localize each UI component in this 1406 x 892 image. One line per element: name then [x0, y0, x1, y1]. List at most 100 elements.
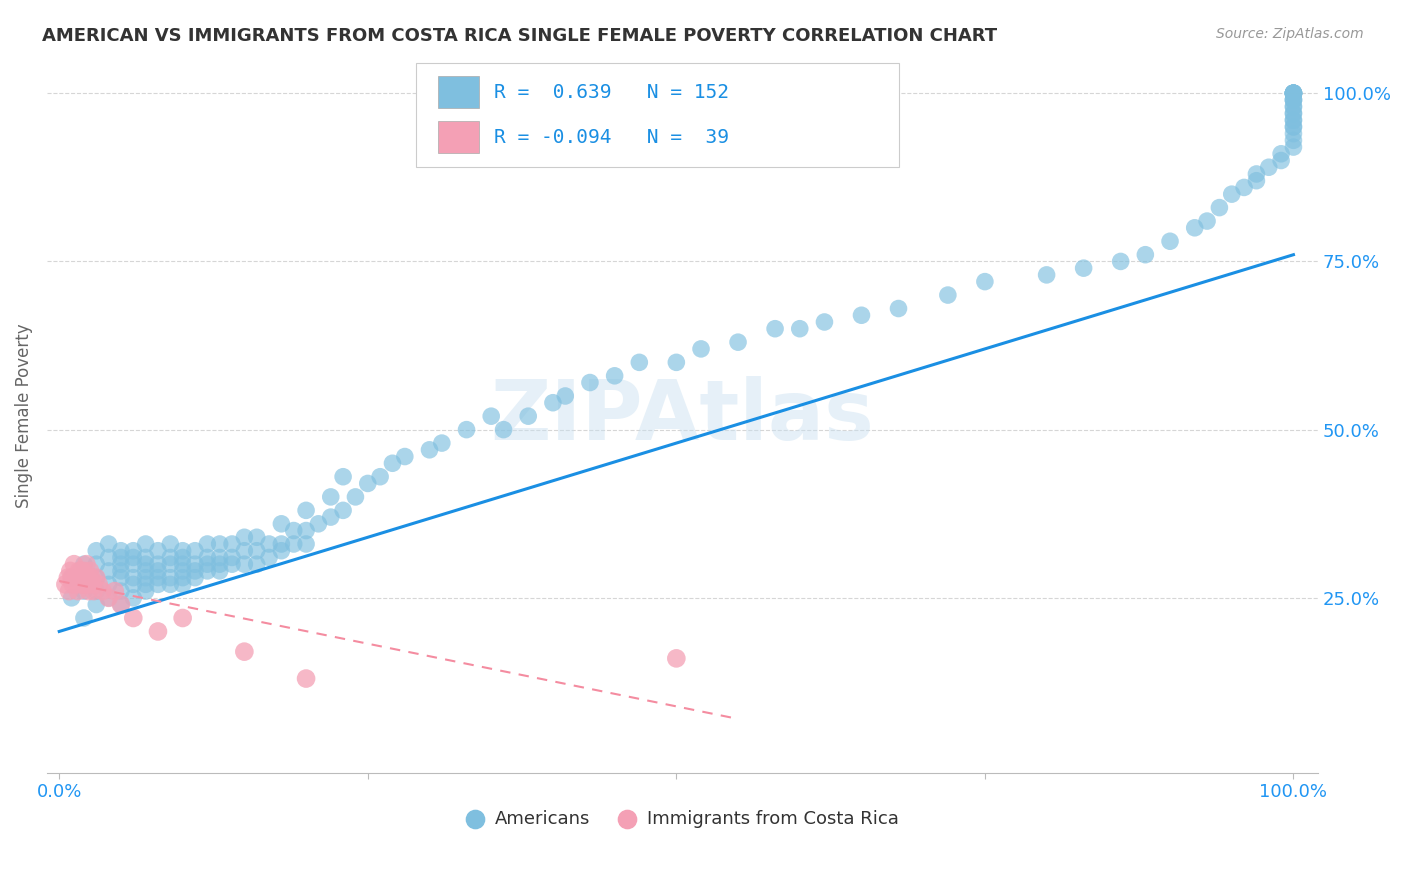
Point	[110, 550, 132, 565]
Point	[184, 543, 207, 558]
Point	[517, 409, 540, 424]
Point	[973, 275, 995, 289]
Point	[84, 543, 107, 558]
Point	[59, 564, 82, 578]
Point	[97, 550, 120, 565]
Point	[110, 564, 132, 578]
FancyBboxPatch shape	[439, 121, 479, 153]
Point	[172, 550, 194, 565]
Point	[91, 584, 114, 599]
Point	[208, 557, 231, 571]
Point	[1282, 100, 1305, 114]
Point	[146, 571, 169, 585]
Point	[332, 469, 354, 483]
Point	[122, 591, 145, 605]
Point	[184, 564, 207, 578]
Point	[1220, 187, 1243, 202]
Point	[146, 564, 169, 578]
Point	[172, 557, 194, 571]
Point	[789, 322, 811, 336]
Point	[1270, 153, 1292, 168]
Point	[159, 550, 181, 565]
Point	[135, 564, 157, 578]
Text: ZIPAtlas: ZIPAtlas	[491, 376, 875, 457]
Point	[195, 537, 218, 551]
Point	[1282, 120, 1305, 134]
Point	[727, 335, 749, 350]
Text: AMERICAN VS IMMIGRANTS FROM COSTA RICA SINGLE FEMALE POVERTY CORRELATION CHART: AMERICAN VS IMMIGRANTS FROM COSTA RICA S…	[42, 27, 997, 45]
Point	[122, 550, 145, 565]
Point	[221, 537, 243, 551]
Point	[110, 557, 132, 571]
Point	[1282, 93, 1305, 107]
Point	[665, 651, 688, 665]
Point	[72, 571, 94, 585]
Point	[257, 537, 280, 551]
Point	[479, 409, 502, 424]
Point	[146, 557, 169, 571]
Point	[80, 571, 103, 585]
Point	[394, 450, 416, 464]
Point	[82, 577, 104, 591]
Point	[1109, 254, 1132, 268]
Point	[135, 550, 157, 565]
Point	[195, 564, 218, 578]
Point	[146, 624, 169, 639]
Point	[146, 543, 169, 558]
Point	[184, 571, 207, 585]
Point	[319, 490, 342, 504]
Point	[65, 571, 87, 585]
Point	[270, 543, 292, 558]
Point	[851, 308, 873, 322]
Point	[60, 571, 83, 585]
Point	[122, 557, 145, 571]
Point	[763, 322, 786, 336]
Point	[295, 524, 318, 538]
Point	[135, 584, 157, 599]
Point	[60, 591, 83, 605]
Point	[1184, 220, 1206, 235]
Point	[110, 584, 132, 599]
Point	[246, 557, 269, 571]
Point	[63, 557, 86, 571]
Point	[690, 342, 713, 356]
Point	[887, 301, 910, 316]
Point	[122, 543, 145, 558]
Point	[135, 537, 157, 551]
Point	[172, 611, 194, 625]
Point	[56, 571, 79, 585]
Point	[70, 577, 93, 591]
Point	[84, 557, 107, 571]
Point	[104, 584, 127, 599]
Point	[270, 537, 292, 551]
Point	[1282, 106, 1305, 120]
Point	[295, 537, 318, 551]
Point	[97, 564, 120, 578]
Point	[60, 571, 83, 585]
Point	[1208, 201, 1230, 215]
Legend: Americans, Immigrants from Costa Rica: Americans, Immigrants from Costa Rica	[460, 803, 905, 835]
Point	[332, 503, 354, 517]
Point	[73, 611, 96, 625]
Point	[122, 571, 145, 585]
Point	[1282, 127, 1305, 141]
Point	[221, 557, 243, 571]
Point	[295, 672, 318, 686]
Point	[1257, 160, 1279, 174]
FancyBboxPatch shape	[416, 63, 898, 167]
Point	[344, 490, 367, 504]
Point	[1282, 87, 1305, 101]
Point	[221, 550, 243, 565]
Point	[58, 584, 80, 599]
Point	[1282, 106, 1305, 120]
Point	[97, 537, 120, 551]
Point	[554, 389, 576, 403]
Point	[66, 584, 89, 599]
Point	[665, 355, 688, 369]
Point	[208, 537, 231, 551]
Point	[97, 577, 120, 591]
Point	[83, 584, 105, 599]
Point	[1282, 87, 1305, 101]
Point	[66, 571, 89, 585]
Point	[110, 543, 132, 558]
